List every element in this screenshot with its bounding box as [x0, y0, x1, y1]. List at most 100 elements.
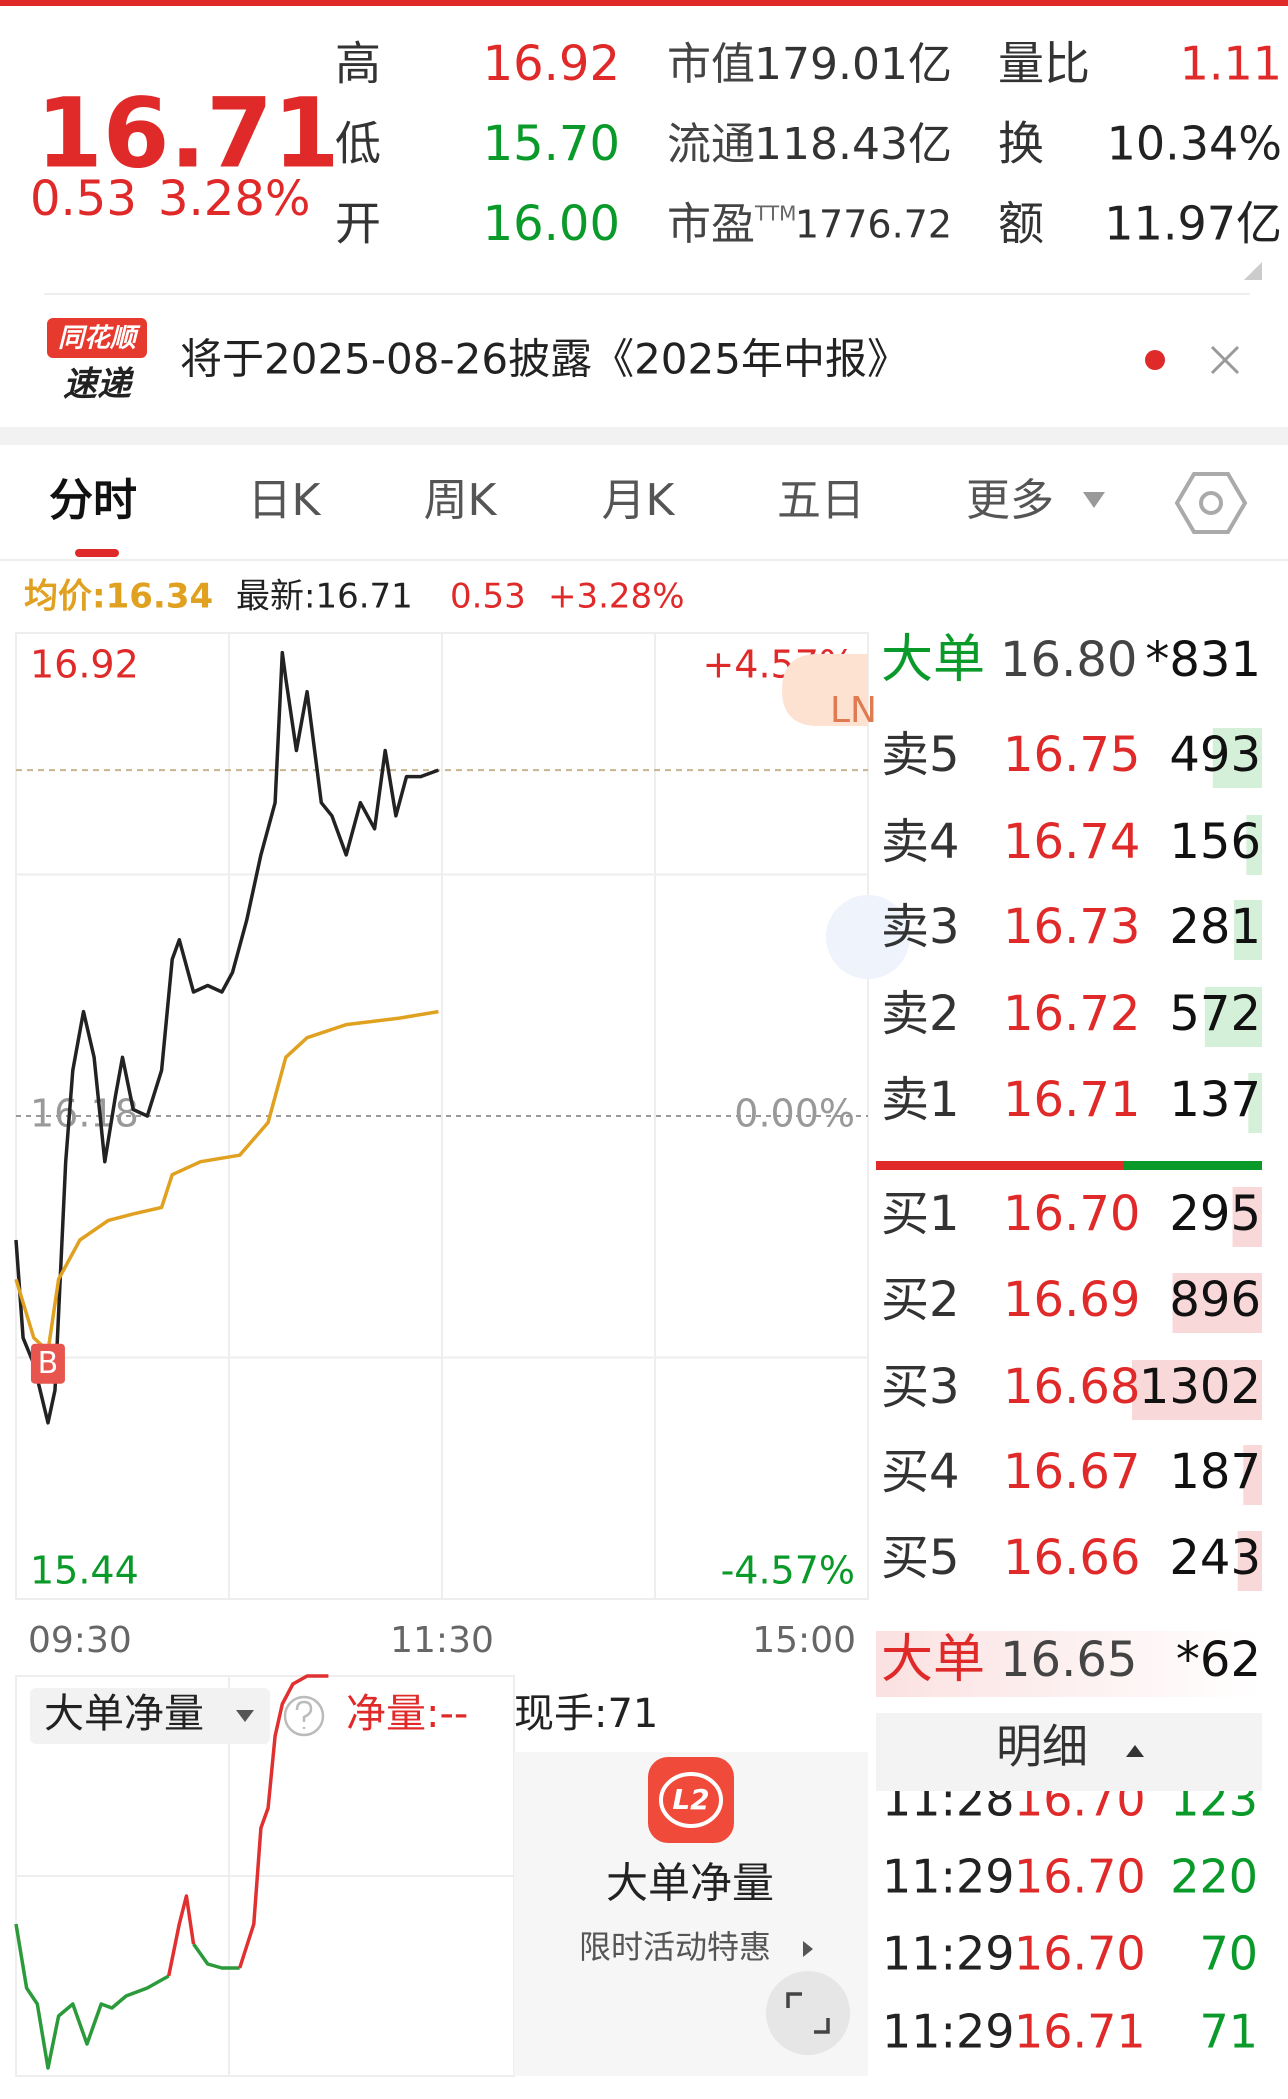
- net-value: 净量:--: [346, 1691, 468, 1737]
- trade-volume: 70: [1199, 1927, 1258, 1981]
- overlay-bubble: [782, 654, 868, 726]
- ratio-value: 1.11: [1180, 37, 1282, 91]
- book-price: 16.68: [1003, 1359, 1140, 1415]
- detail-label: 明细: [996, 1720, 1088, 1774]
- series-line: [14, 1009, 439, 1353]
- metric-label: 流通: [667, 119, 755, 170]
- info-change: 0.53: [450, 577, 526, 617]
- trade-marker: [30, 1343, 65, 1384]
- trade-volume: 71: [1199, 2005, 1258, 2059]
- promo-icon[interactable]: [648, 1757, 734, 1843]
- help-mark: [295, 1700, 313, 1729]
- trade-marker-label: B: [38, 1346, 59, 1381]
- tab[interactable]: 五日: [777, 475, 865, 526]
- big-order-label: 大单: [881, 1630, 985, 1690]
- book-volume: 187: [1169, 1444, 1261, 1500]
- book-label: 买2: [881, 1272, 960, 1328]
- settings-icon[interactable]: [1174, 472, 1248, 534]
- notice-dot: [1145, 350, 1165, 370]
- trade-volume: 220: [1170, 1850, 1258, 1904]
- trade-price: 16.70: [1014, 1850, 1146, 1904]
- book-label: 卖3: [881, 899, 960, 955]
- volume-bar: [1243, 1445, 1262, 1505]
- expand-button[interactable]: [766, 1971, 850, 2055]
- section-gap: [0, 427, 1288, 445]
- volume-bar: [1172, 1273, 1262, 1333]
- overlay-circle: [826, 895, 910, 979]
- big-order-price: 16.65: [1000, 1632, 1137, 1688]
- close-icon[interactable]: [1210, 345, 1240, 375]
- corner-mark: [1244, 262, 1262, 280]
- net-selector[interactable]: 大单净量: [44, 1691, 204, 1737]
- book-volume: 243: [1169, 1530, 1261, 1586]
- book-volume: 572: [1169, 986, 1261, 1042]
- overlay-label: LN: [830, 690, 877, 731]
- book-volume: 156: [1169, 814, 1261, 870]
- big-order-bg: [876, 1631, 1262, 1697]
- stat-label: 低: [335, 117, 381, 171]
- trade-time: 11:29: [882, 1927, 1015, 1981]
- tab[interactable]: 分时: [49, 475, 137, 526]
- series-line: [166, 1674, 329, 1977]
- x-tick-label: 11:30: [390, 1620, 494, 1661]
- change: 0.53: [30, 171, 137, 227]
- book-price: 16.71: [1003, 1072, 1140, 1128]
- book-price: 16.72: [1003, 986, 1140, 1042]
- detail-arrow: [1126, 1745, 1144, 1757]
- current-hand: 现手:71: [514, 1691, 658, 1737]
- ratio-value: 11.97亿: [1104, 197, 1282, 251]
- metric-value: 118.43亿: [754, 119, 952, 170]
- book-volume: 281: [1169, 899, 1261, 955]
- info-change-pct: +3.28%: [548, 577, 685, 617]
- y-tick-label: 16.18: [30, 1092, 139, 1136]
- ratio-label: 换: [998, 117, 1044, 171]
- expand-icon: [786, 1992, 830, 2034]
- tab[interactable]: 更多: [966, 475, 1054, 526]
- book-volume: 1302: [1139, 1359, 1261, 1415]
- promo-arrow: [803, 1941, 813, 1957]
- series-line: [14, 1923, 240, 2070]
- tab[interactable]: 月K: [602, 475, 676, 526]
- book-volume: 295: [1169, 1186, 1261, 1242]
- stat-label: 开: [335, 197, 381, 251]
- book-price: 16.73: [1003, 899, 1140, 955]
- x-tick-label: 09:30: [28, 1620, 132, 1661]
- spread-bar-green: [1124, 1161, 1262, 1170]
- volume-bar: [1212, 728, 1262, 788]
- stat-value: 16.00: [483, 196, 620, 252]
- selector-arrow: [236, 1710, 254, 1722]
- stat-value: 15.70: [483, 116, 620, 172]
- detail-header[interactable]: [876, 1713, 1262, 1791]
- stat-label: 高: [335, 37, 381, 91]
- ratio-label: 额: [998, 197, 1044, 251]
- tab[interactable]: 周K: [424, 475, 498, 526]
- x-tick-label: 15:00: [752, 1620, 856, 1661]
- book-price: 16.67: [1003, 1444, 1140, 1500]
- book-label: 卖5: [881, 727, 960, 783]
- tab[interactable]: 日K: [248, 475, 322, 526]
- metric-label: 市值: [667, 39, 755, 90]
- volume-bar: [1248, 1073, 1262, 1133]
- stat-value: 16.92: [483, 36, 620, 92]
- series-line: [14, 650, 440, 1425]
- trade-price: 16.71: [1014, 2005, 1146, 2059]
- volume-bar: [1246, 815, 1262, 875]
- avg-price: 均价:16.34: [24, 577, 213, 617]
- volume-bar: [1132, 1360, 1262, 1420]
- y2-tick-label: -4.57%: [721, 1549, 855, 1593]
- promo-subtitle: 限时活动特惠: [579, 1928, 771, 1966]
- book-price: 16.74: [1003, 814, 1140, 870]
- y2-tick-label: 0.00%: [734, 1092, 855, 1136]
- book-price: 16.70: [1003, 1186, 1140, 1242]
- book-volume: 137: [1169, 1072, 1261, 1128]
- help-icon[interactable]: [283, 1695, 325, 1737]
- more-arrow: [1083, 492, 1105, 508]
- trade-time: 11:29: [882, 2005, 1015, 2059]
- ratio-label: 量比: [998, 37, 1090, 91]
- book-price: 16.75: [1003, 727, 1140, 783]
- book-label: 买3: [881, 1359, 960, 1415]
- spread-bar-red: [876, 1161, 1124, 1170]
- top-strip: [0, 0, 1288, 6]
